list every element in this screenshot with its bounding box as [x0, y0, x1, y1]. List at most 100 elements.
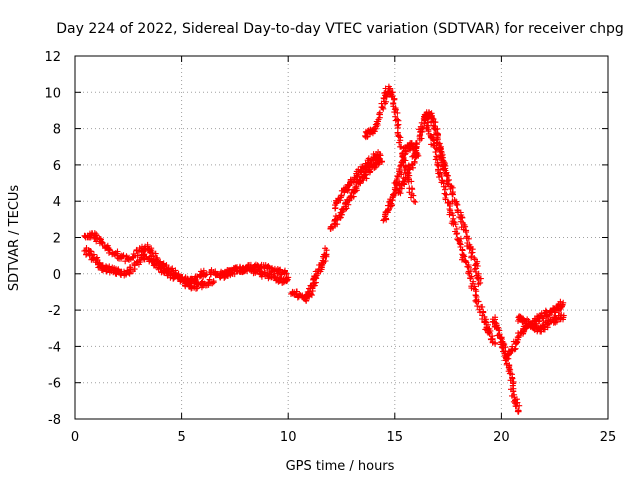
- track-marker: [388, 200, 395, 207]
- track-marker: [412, 199, 419, 205]
- track-marker: [437, 146, 444, 153]
- track-marker: [322, 252, 329, 259]
- track-marker: [337, 214, 344, 221]
- x-tick-label: 0: [71, 430, 79, 445]
- track-marker: [328, 223, 335, 230]
- track-marker: [408, 178, 415, 185]
- series-sat-track-2: [81, 245, 217, 292]
- track-marker: [467, 268, 474, 274]
- data-point: [334, 216, 341, 223]
- track-marker: [447, 185, 454, 192]
- track-marker: [421, 117, 428, 124]
- track-marker: [442, 165, 449, 172]
- track-marker: [390, 191, 397, 198]
- tick-layer: 0 5 10 15 20 25 -8 -6 -4 -2 0 2 4 6 8 10 12: [44, 50, 616, 445]
- track-marker: [88, 248, 95, 255]
- data-point: [210, 278, 217, 285]
- data-point: [379, 158, 385, 165]
- track-marker: [462, 258, 469, 265]
- series-sat-track-10: [421, 116, 499, 347]
- track-marker: [394, 172, 401, 179]
- track-marker: [376, 111, 383, 118]
- track-marker: [146, 248, 153, 255]
- track-marker: [278, 276, 285, 282]
- track-marker: [454, 201, 461, 208]
- chart-title: Day 224 of 2022, Sidereal Day-to-day VTE…: [56, 21, 624, 37]
- track-marker: [472, 292, 479, 298]
- track-marker: [193, 285, 199, 292]
- track-marker: [432, 149, 439, 156]
- series-sat-track-12: [489, 314, 523, 415]
- track-marker: [394, 109, 401, 116]
- track-marker: [453, 231, 460, 238]
- track-marker: [393, 179, 399, 185]
- track-marker: [459, 254, 466, 261]
- track-marker: [438, 173, 445, 179]
- track-marker: [432, 119, 439, 126]
- track-marker: [413, 140, 420, 147]
- track-marker: [418, 126, 425, 133]
- track-marker: [397, 163, 404, 170]
- track-marker: [436, 140, 443, 147]
- data-point: [323, 247, 330, 254]
- track-marker: [227, 267, 234, 274]
- track-marker: [437, 169, 443, 176]
- data-point: [515, 408, 522, 415]
- track-marker: [449, 191, 456, 198]
- track-marker: [277, 275, 284, 281]
- track-marker: [513, 403, 520, 410]
- track-marker: [472, 297, 479, 304]
- track-marker: [517, 313, 524, 320]
- track-marker: [106, 246, 113, 253]
- y-tick-label: 0: [53, 268, 61, 283]
- track-marker: [376, 109, 383, 116]
- track-marker: [461, 221, 468, 228]
- track-marker: [480, 308, 487, 315]
- track-marker: [465, 235, 472, 242]
- track-marker: [452, 221, 459, 228]
- track-marker: [442, 196, 449, 203]
- x-axis-label: GPS time / hours: [286, 459, 395, 474]
- track-marker: [343, 205, 350, 212]
- track-marker: [464, 263, 471, 270]
- track-marker: [555, 305, 562, 312]
- track-marker: [510, 378, 517, 385]
- track-marker: [509, 375, 516, 382]
- data-point: [560, 299, 567, 306]
- track-marker: [553, 318, 560, 325]
- track-marker: [397, 190, 404, 197]
- grid-layer: [75, 56, 608, 419]
- track-marker: [377, 152, 384, 159]
- track-marker: [391, 186, 398, 193]
- track-marker: [422, 116, 429, 123]
- track-marker: [474, 303, 481, 310]
- track-marker: [391, 109, 398, 116]
- track-marker: [206, 276, 213, 283]
- track-marker: [396, 166, 403, 173]
- track-marker: [169, 265, 176, 272]
- track-marker: [186, 279, 193, 286]
- track-marker: [357, 178, 363, 185]
- track-marker: [471, 266, 478, 273]
- data-point: [560, 314, 567, 321]
- track-marker: [274, 270, 281, 277]
- y-tick-label: -2: [48, 304, 61, 319]
- track-marker: [449, 190, 456, 197]
- track-marker: [475, 298, 482, 305]
- track-marker: [429, 115, 436, 122]
- track-marker: [332, 213, 339, 220]
- track-marker: [404, 169, 411, 176]
- data-point: [434, 161, 441, 168]
- track-marker: [438, 179, 445, 186]
- y-tick-label: 6: [53, 159, 61, 174]
- track-marker: [444, 172, 451, 179]
- track-marker: [479, 303, 486, 310]
- track-marker: [229, 270, 236, 277]
- track-marker: [473, 265, 480, 272]
- track-marker: [231, 271, 238, 278]
- track-marker: [425, 128, 432, 135]
- track-marker: [477, 275, 484, 282]
- track-marker: [368, 160, 375, 167]
- track-marker: [485, 321, 491, 328]
